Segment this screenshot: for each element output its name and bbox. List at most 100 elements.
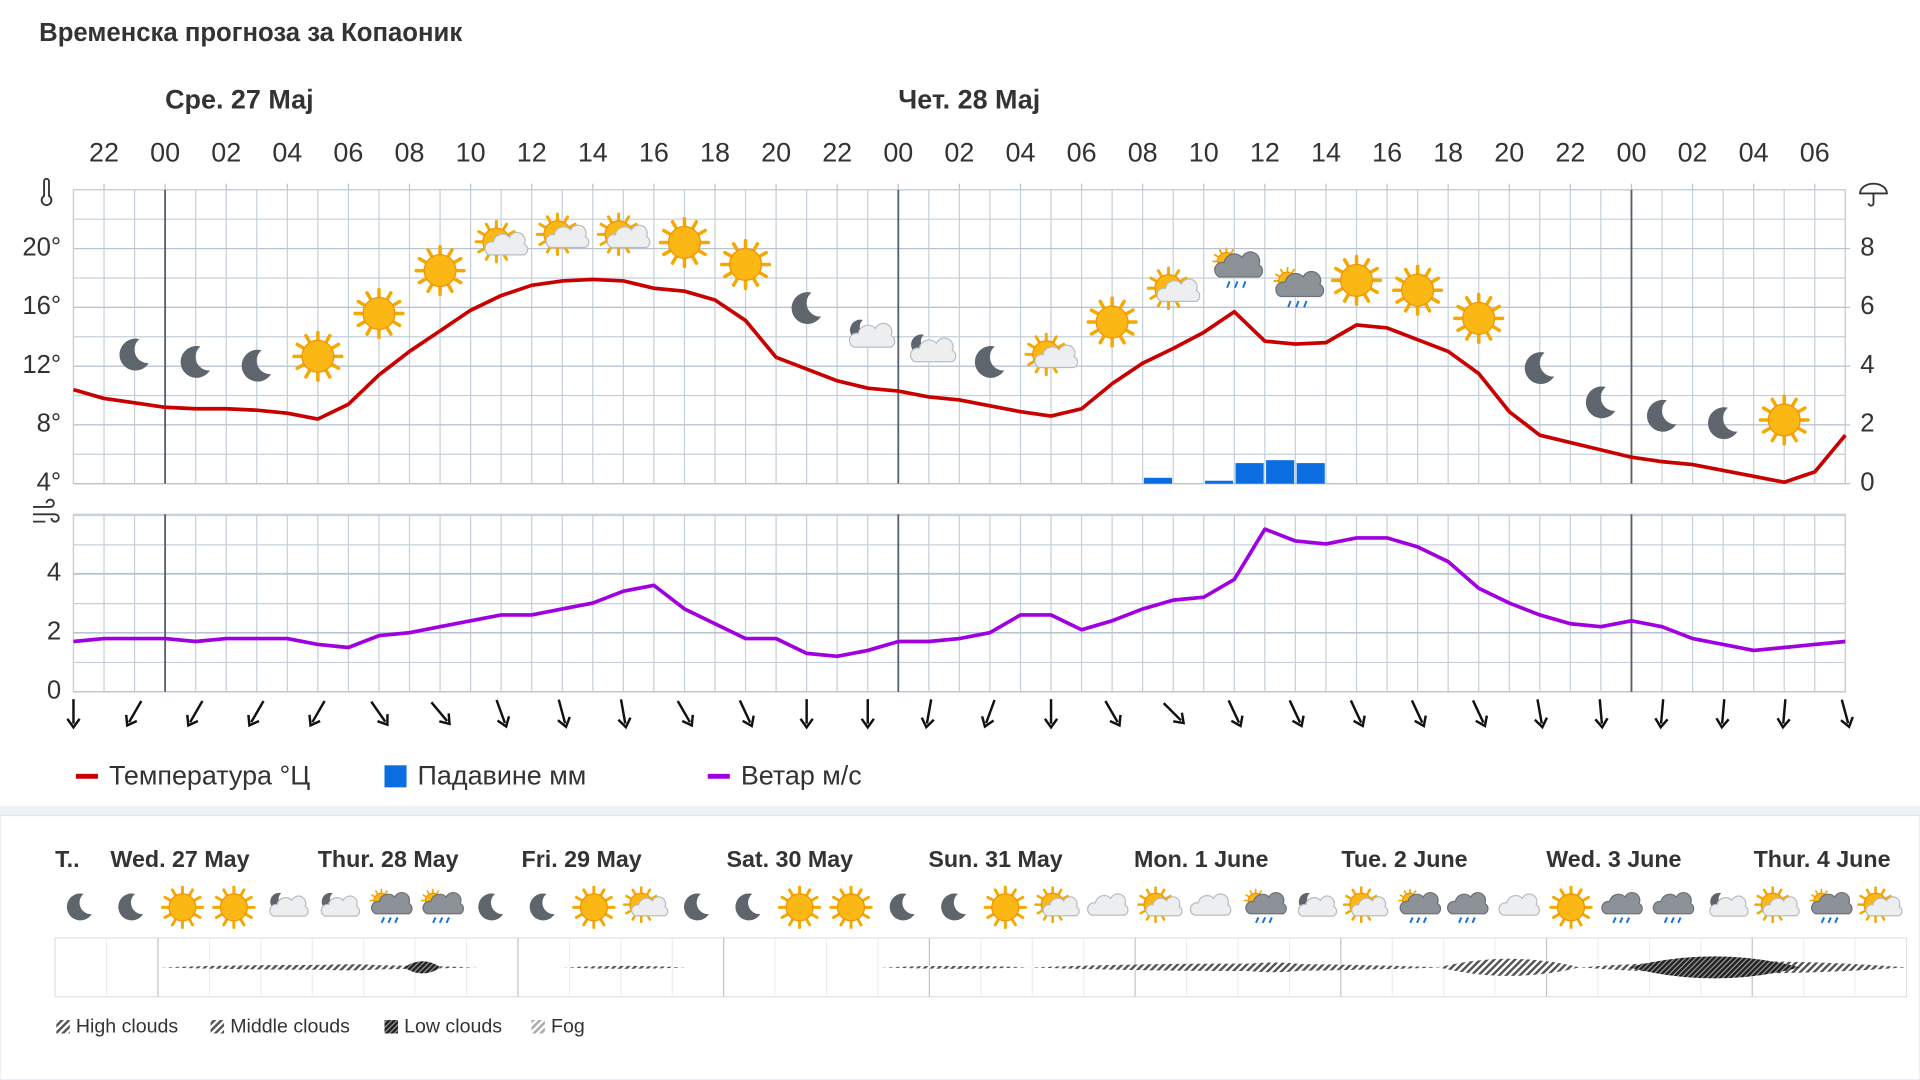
sun-ray <box>538 239 547 247</box>
wind-arrow <box>799 699 814 730</box>
sun-ray <box>1790 397 1798 408</box>
moon <box>974 346 1005 378</box>
sun-ray <box>1275 273 1281 278</box>
sun-ray <box>446 283 454 294</box>
sun-ray <box>1139 894 1147 900</box>
weather-icon <box>160 885 205 930</box>
cloud <box>1810 891 1853 915</box>
sun-ray <box>1363 293 1371 303</box>
sun-ray <box>1781 894 1789 900</box>
sun-ray <box>1366 888 1372 896</box>
wind-arrow-shaft <box>1227 699 1241 724</box>
moon <box>735 893 761 921</box>
sun-ray <box>752 277 760 287</box>
wind-arrow-head <box>186 714 199 728</box>
sun-ray <box>188 888 195 897</box>
wind-arrow-shaft <box>1536 699 1543 724</box>
raindrop <box>432 917 437 924</box>
sun-ray <box>1051 335 1058 344</box>
sun-ray <box>839 918 846 927</box>
raindrop <box>1834 917 1839 924</box>
sun-ray <box>1230 249 1234 255</box>
sun-ray <box>1291 268 1295 275</box>
sun-ray <box>599 888 606 897</box>
cloud-band <box>881 965 1029 969</box>
sun-ray <box>1559 888 1566 897</box>
cloud <box>1762 896 1800 917</box>
cloud-legend-label: Low clouds <box>404 1016 502 1038</box>
sun-ray <box>1762 888 1768 896</box>
sun-ray <box>1859 909 1867 915</box>
sun-ray <box>604 912 613 919</box>
moon <box>791 292 821 324</box>
wind-arrow-head <box>1475 715 1489 728</box>
sun-ray <box>670 220 678 230</box>
weather-icon <box>241 349 272 382</box>
raindrop <box>1295 300 1300 308</box>
moon <box>1585 386 1616 419</box>
sun-ray <box>1036 909 1044 915</box>
wind-arrow-head <box>1043 718 1059 730</box>
x-tick-label: 00 <box>150 137 180 167</box>
wind-arrow-shaft <box>495 699 507 724</box>
raindrop <box>1677 917 1682 924</box>
weather-icon <box>889 893 915 921</box>
day-label: Mon. 1 June <box>1134 846 1268 872</box>
y2-tick-label: 6 <box>1860 292 1874 320</box>
sun-ray <box>1279 268 1284 275</box>
raindrop <box>438 917 444 924</box>
sun-ray <box>1118 334 1126 345</box>
wind-arrow-head <box>617 717 632 730</box>
sun-ray <box>356 320 367 328</box>
sun-ray <box>370 894 376 898</box>
raindrop <box>387 917 392 924</box>
sun-ray <box>538 222 547 229</box>
sun-ray <box>477 230 486 237</box>
sun-ray <box>606 215 613 224</box>
sun-ray <box>1124 328 1135 336</box>
y2-tick-label: 8 <box>1860 233 1874 261</box>
wind-arrow <box>1227 699 1244 728</box>
raindrop <box>1619 917 1624 924</box>
sun-ray <box>1089 308 1100 316</box>
sun-ray <box>244 912 253 919</box>
sun-ray <box>1756 909 1764 915</box>
cloud <box>1446 891 1489 915</box>
sun-ray <box>1342 293 1350 303</box>
raindrop <box>1464 917 1470 924</box>
x-tick-label: 04 <box>272 137 302 167</box>
cloud-band <box>293 964 405 971</box>
x-tick-label: 20 <box>1494 137 1524 167</box>
weather-icon <box>1524 352 1555 384</box>
x-tick-label: 08 <box>1128 137 1158 167</box>
weather-icon <box>66 893 92 921</box>
cloud <box>1214 251 1263 278</box>
sun-ray <box>993 918 1000 927</box>
wind-arrow <box>738 699 755 728</box>
wind-arrow-head <box>1230 715 1244 728</box>
sun-ray <box>731 242 739 252</box>
wind-arrow <box>557 699 571 729</box>
y-tick-label: 0 <box>47 677 61 705</box>
sun-ray <box>1214 253 1220 258</box>
wind-arrow <box>1471 699 1489 728</box>
weather-icon <box>1708 407 1738 440</box>
sun-ray <box>422 894 427 898</box>
sun-ray <box>723 271 733 279</box>
sun-ray <box>599 239 608 247</box>
cloud <box>1399 891 1442 915</box>
moon <box>66 893 92 921</box>
wind-arrow-shaft <box>557 699 567 724</box>
sun-ray <box>1424 302 1432 313</box>
date-header: Сре. 27 Мај <box>165 85 313 115</box>
sun <box>1767 403 1801 437</box>
cloud <box>1086 893 1129 916</box>
sun-ray <box>1145 888 1151 896</box>
moon <box>119 338 149 371</box>
day-label: Thur. 4 June <box>1754 846 1891 872</box>
sun-ray <box>1777 888 1783 896</box>
raindrop <box>394 917 399 924</box>
sun-ray <box>993 888 1000 897</box>
sun-ray <box>426 248 434 258</box>
weather-icon <box>1809 888 1853 924</box>
